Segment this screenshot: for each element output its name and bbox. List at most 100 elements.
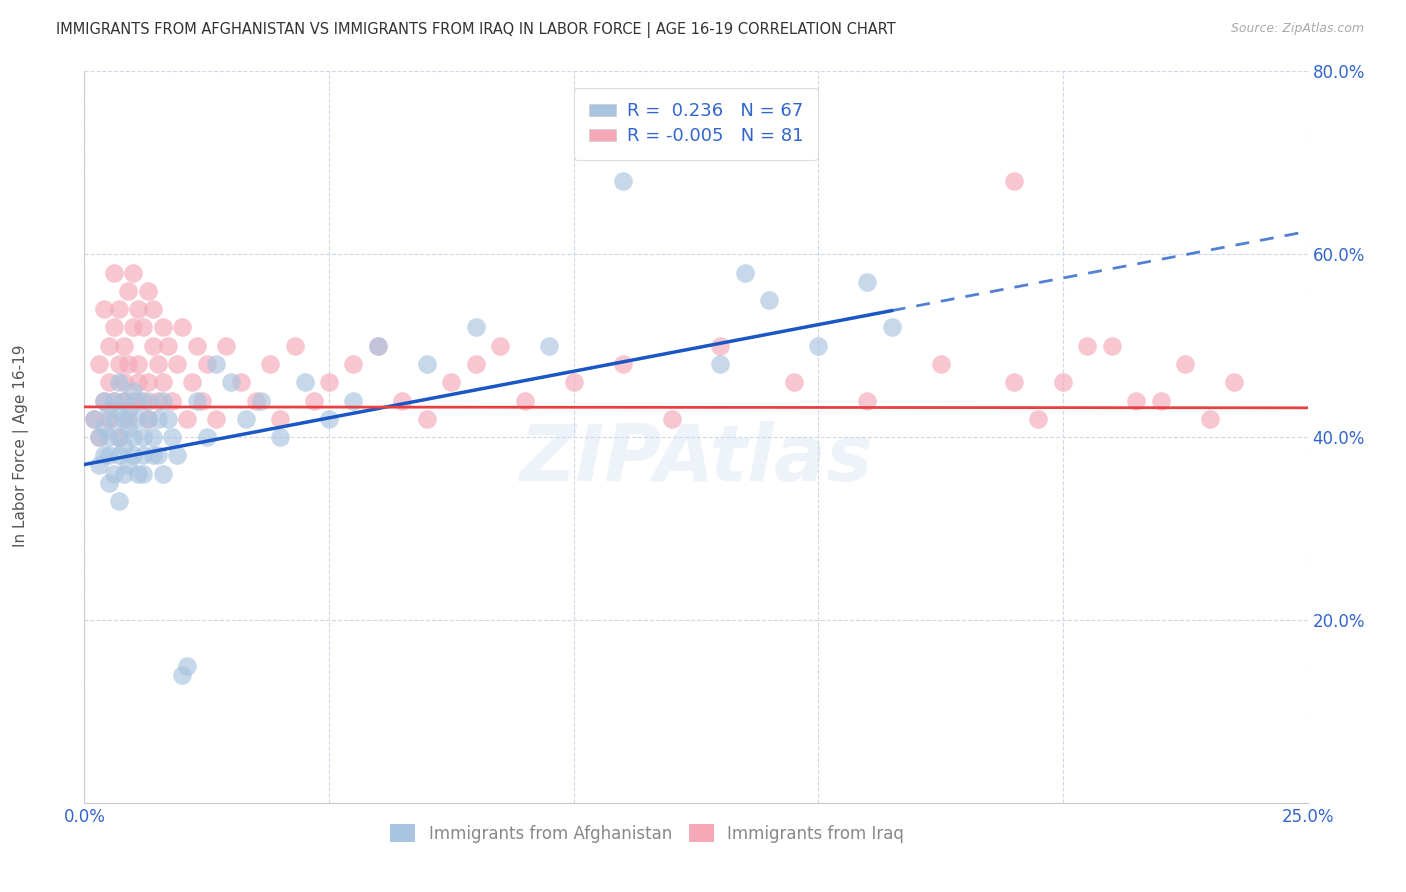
- Text: ZIPAtlas: ZIPAtlas: [519, 421, 873, 497]
- Point: [122, 430, 145, 444]
- Text: Source: ZipAtlas.com: Source: ZipAtlas.com: [1230, 22, 1364, 36]
- Point: [215, 338, 238, 352]
- Point: [166, 357, 188, 371]
- Point: [122, 448, 145, 462]
- Point: [117, 412, 139, 426]
- Point: [734, 266, 756, 280]
- Point: [103, 412, 125, 426]
- Point: [132, 467, 155, 481]
- Point: [97, 338, 120, 352]
- Point: [391, 393, 413, 408]
- Point: [229, 375, 252, 389]
- Point: [87, 458, 110, 472]
- Point: [122, 320, 145, 334]
- Point: [1028, 412, 1050, 426]
- Point: [97, 375, 120, 389]
- Point: [709, 357, 731, 371]
- Point: [172, 320, 194, 334]
- Point: [132, 448, 155, 462]
- Point: [162, 430, 184, 444]
- Point: [880, 320, 903, 334]
- Point: [112, 412, 135, 426]
- Point: [195, 357, 218, 371]
- Point: [1150, 393, 1173, 408]
- Point: [122, 384, 145, 399]
- Point: [112, 375, 135, 389]
- Point: [136, 412, 159, 426]
- Point: [117, 402, 139, 417]
- Point: [152, 375, 174, 389]
- Point: [929, 357, 952, 371]
- Point: [112, 393, 135, 408]
- Point: [117, 421, 139, 435]
- Point: [142, 448, 165, 462]
- Point: [97, 475, 120, 490]
- Point: [1002, 174, 1025, 188]
- Point: [122, 266, 145, 280]
- Point: [440, 375, 463, 389]
- Point: [136, 375, 159, 389]
- Point: [195, 430, 218, 444]
- Point: [186, 338, 208, 352]
- Point: [416, 357, 439, 371]
- Point: [513, 393, 536, 408]
- Point: [117, 357, 139, 371]
- Point: [342, 393, 364, 408]
- Point: [146, 412, 169, 426]
- Point: [367, 338, 389, 352]
- Point: [103, 266, 125, 280]
- Point: [103, 467, 125, 481]
- Point: [489, 338, 512, 352]
- Point: [127, 357, 149, 371]
- Point: [367, 338, 389, 352]
- Point: [107, 430, 129, 444]
- Point: [107, 430, 129, 444]
- Point: [97, 412, 120, 426]
- Point: [1002, 375, 1025, 389]
- Legend: Immigrants from Afghanistan, Immigrants from Iraq: Immigrants from Afghanistan, Immigrants …: [384, 818, 911, 849]
- Point: [103, 393, 125, 408]
- Point: [93, 301, 115, 317]
- Point: [249, 393, 271, 408]
- Point: [136, 412, 159, 426]
- Point: [127, 393, 149, 408]
- Point: [156, 338, 179, 352]
- Point: [146, 357, 169, 371]
- Point: [205, 412, 228, 426]
- Point: [87, 430, 110, 444]
- Point: [127, 467, 149, 481]
- Point: [318, 412, 340, 426]
- Point: [117, 284, 139, 298]
- Point: [612, 174, 634, 188]
- Point: [176, 658, 198, 673]
- Point: [235, 412, 257, 426]
- Point: [112, 338, 135, 352]
- Point: [97, 402, 120, 417]
- Point: [538, 338, 561, 352]
- Point: [132, 320, 155, 334]
- Point: [1125, 393, 1147, 408]
- Point: [562, 375, 585, 389]
- Point: [416, 412, 439, 426]
- Point: [93, 448, 115, 462]
- Point: [107, 448, 129, 462]
- Point: [181, 375, 204, 389]
- Text: IMMIGRANTS FROM AFGHANISTAN VS IMMIGRANTS FROM IRAQ IN LABOR FORCE | AGE 16-19 C: IMMIGRANTS FROM AFGHANISTAN VS IMMIGRANT…: [56, 22, 896, 38]
- Point: [103, 393, 125, 408]
- Point: [205, 357, 228, 371]
- Point: [318, 375, 340, 389]
- Point: [294, 375, 316, 389]
- Point: [103, 320, 125, 334]
- Point: [284, 338, 307, 352]
- Point: [112, 467, 135, 481]
- Point: [97, 448, 120, 462]
- Point: [856, 275, 879, 289]
- Point: [1223, 375, 1246, 389]
- Point: [219, 375, 242, 389]
- Point: [162, 393, 184, 408]
- Point: [186, 393, 208, 408]
- Point: [612, 357, 634, 371]
- Point: [166, 448, 188, 462]
- Point: [83, 412, 105, 426]
- Point: [146, 393, 169, 408]
